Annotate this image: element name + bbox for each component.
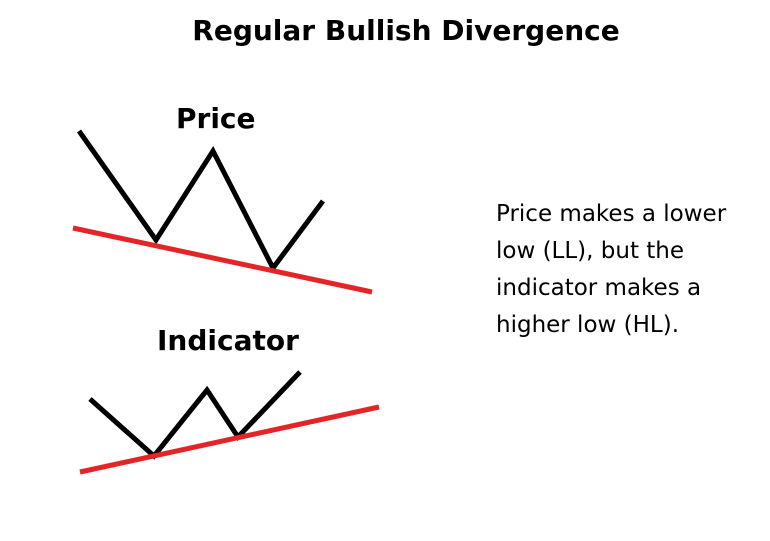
indicator-panel <box>79 370 380 475</box>
explanation-line: Price makes a lower <box>496 201 727 227</box>
indicator-label: Indicator <box>157 324 299 357</box>
indicator-line <box>88 370 302 460</box>
price-line <box>76 129 326 273</box>
price-lower-low-trendline <box>72 225 373 295</box>
diagram-title: Regular Bullish Divergence <box>192 14 620 47</box>
explanation-line: low (LL), but the <box>496 238 685 264</box>
explanation-line: higher low (HL). <box>496 312 680 338</box>
price-panel <box>72 129 373 295</box>
divergence-explanation: Price makes a lower low (LL), but the in… <box>496 196 766 344</box>
price-label: Price <box>176 102 256 135</box>
indicator-higher-low-trendline <box>79 404 380 475</box>
explanation-line: indicator makes a <box>496 275 702 301</box>
